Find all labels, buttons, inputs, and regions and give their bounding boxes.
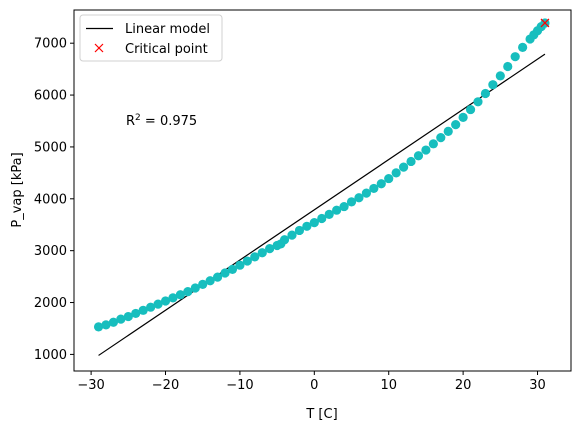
x-axis-ticks: −30 −20 −10 0 10 20 30: [77, 371, 546, 393]
critical-point-marker: [540, 18, 550, 28]
data-point: [518, 42, 528, 52]
data-point: [391, 168, 401, 178]
x-tick-label: −10: [226, 378, 253, 393]
data-point: [332, 205, 342, 215]
data-point: [205, 276, 215, 286]
data-point: [183, 287, 193, 297]
data-point: [190, 283, 200, 293]
data-point: [108, 317, 119, 327]
critical-point-layer: [540, 18, 550, 28]
data-point: [146, 302, 156, 312]
data-point: [384, 173, 394, 184]
x-tick-label: 20: [455, 378, 472, 393]
data-point: [428, 139, 438, 149]
x-tick-label: 30: [529, 378, 546, 393]
data-point: [436, 132, 446, 143]
data-point: [116, 314, 126, 324]
data-point: [101, 320, 111, 330]
data-point: [406, 156, 416, 167]
data-point: [339, 201, 349, 212]
y-tick-label: 4000: [34, 192, 67, 207]
data-point: [220, 268, 230, 278]
x-axis-label: T [C]: [305, 407, 337, 422]
data-point: [488, 80, 498, 90]
data-point: [302, 221, 312, 231]
legend-critical-point-swatch: [94, 43, 104, 53]
data-point: [242, 256, 252, 266]
data-point: [317, 213, 327, 224]
data-point: [473, 97, 483, 107]
data-point: [227, 264, 238, 274]
data-point: [123, 311, 133, 322]
legend-label-linear-model: Linear model: [125, 22, 210, 37]
y-tick-label: 6000: [34, 89, 67, 104]
y-tick-label: 7000: [34, 37, 67, 52]
data-point: [93, 322, 104, 332]
data-point: [153, 299, 163, 309]
data-point: [503, 61, 513, 72]
data-point: [198, 279, 208, 289]
y-tick-label: 2000: [34, 296, 67, 311]
x-tick-label: 0: [310, 378, 318, 393]
legend: Linear model Critical point: [79, 14, 223, 62]
x-tick-label: −30: [77, 378, 104, 393]
data-point: [510, 52, 520, 62]
plot-frame: [73, 9, 572, 372]
r-squared-base: R: [126, 114, 135, 129]
data-point: [413, 151, 424, 161]
data-point: [465, 104, 476, 115]
data-point: [287, 230, 297, 240]
data-point: [279, 235, 290, 245]
data-point: [398, 162, 409, 172]
data-point: [235, 260, 245, 270]
data-point: [175, 290, 185, 300]
data-point: [421, 145, 431, 155]
legend-label-critical-point: Critical point: [125, 42, 208, 57]
r-squared-value: = 0.975: [141, 114, 197, 129]
y-tick-label: 5000: [34, 140, 67, 155]
data-point: [168, 293, 178, 303]
data-point: [324, 209, 334, 219]
linear-model-line-layer: [98, 53, 546, 356]
data-point: [212, 272, 223, 282]
linear-model-line: [98, 53, 546, 356]
data-point: [369, 183, 379, 194]
y-axis-label: P_vap [kPa]: [10, 152, 25, 227]
data-point: [160, 296, 171, 306]
data-point: [480, 88, 491, 99]
y-axis-ticks: 1000 2000 3000 4000 5000 6000 7000: [34, 37, 74, 363]
data-point: [257, 248, 267, 258]
data-point: [458, 112, 468, 122]
data-point: [131, 308, 141, 319]
x-tick-label: −20: [152, 378, 179, 393]
legend-box: [79, 14, 223, 62]
data-point: [451, 120, 461, 130]
data-point: [354, 193, 364, 203]
data-point: [250, 252, 260, 262]
data-point: [495, 71, 505, 81]
y-tick-label: 1000: [34, 348, 67, 363]
data-point: [443, 126, 453, 136]
x-tick-label: 10: [380, 378, 397, 393]
data-point: [294, 225, 305, 236]
data-point: [138, 305, 148, 315]
data-point: [346, 197, 357, 207]
r-squared-annotation: R2 = 0.975: [126, 113, 197, 129]
data-point: [309, 218, 319, 228]
data-point: [376, 179, 386, 189]
data-point: [265, 243, 275, 254]
y-tick-label: 3000: [34, 244, 67, 259]
data-point: [361, 188, 371, 198]
r-squared-superscript: 2: [135, 113, 141, 123]
